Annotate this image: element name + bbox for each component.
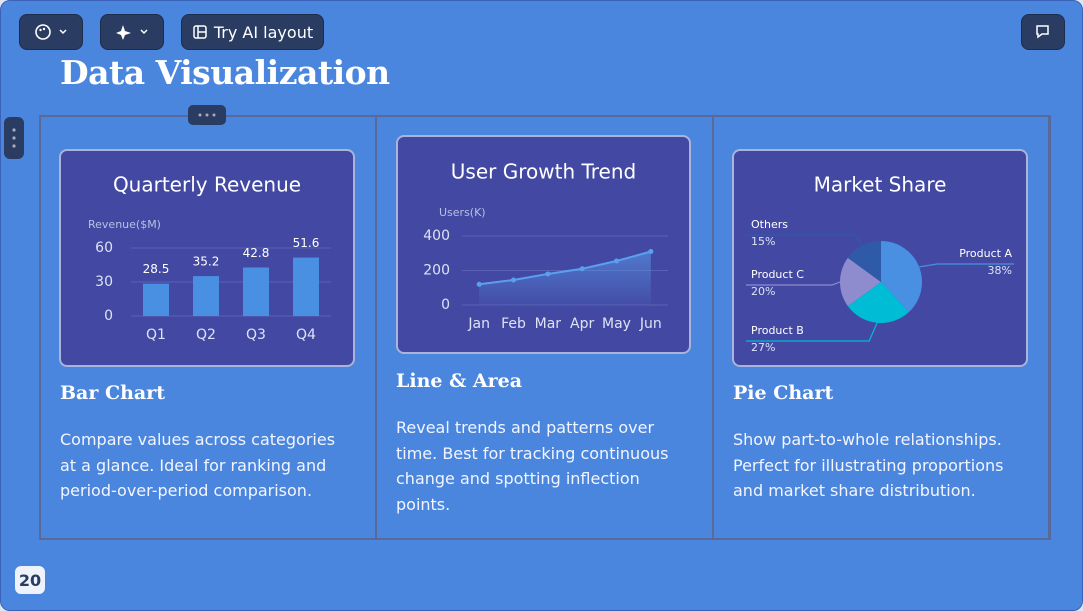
x-tick-label: Q4 xyxy=(296,327,316,343)
value-label: 35.2 xyxy=(193,255,220,269)
dots-icon xyxy=(12,128,16,148)
chart-card: Quarterly Revenue Revenue($M) 0 30 60 28.5 Q1 3… xyxy=(59,149,355,367)
chart-card: User Growth Trend Users(K) 0 200 400 Jan Feb Ma… xyxy=(396,135,691,354)
point xyxy=(614,258,619,264)
y-axis-label: Revenue($M) xyxy=(88,218,161,231)
x-tick-label: Q3 xyxy=(246,327,266,343)
slice-label: Product A xyxy=(959,247,1012,260)
x-tick-label: Jan xyxy=(467,316,490,332)
comment-icon xyxy=(1036,25,1049,39)
card-heading: Pie Chart xyxy=(733,382,834,404)
column-divider xyxy=(712,117,714,538)
value-label: 51.6 xyxy=(293,236,320,250)
slice-value: 38% xyxy=(988,264,1012,277)
point xyxy=(511,277,516,283)
bar xyxy=(243,267,269,316)
dots-icon xyxy=(198,113,216,117)
point xyxy=(648,249,654,255)
sparkle-icon xyxy=(116,25,131,40)
chevron-icon xyxy=(59,29,67,35)
value-label: 42.8 xyxy=(243,246,270,260)
palette-icon xyxy=(35,24,51,40)
leader-line xyxy=(746,281,841,286)
chart: Quarterly Revenue Revenue($M) 0 30 60 28.5 Q1 3… xyxy=(88,173,331,343)
comment-button[interactable] xyxy=(1021,14,1065,50)
line xyxy=(479,250,652,286)
x-tick-label: Apr xyxy=(570,316,594,332)
chart-card: Market Share Product A 38% Product B 27% Prod… xyxy=(732,149,1028,367)
x-tick-label: May xyxy=(602,316,631,332)
pie-slice xyxy=(847,241,881,282)
leader-line xyxy=(746,322,878,342)
chart: Market Share Product A 38% Product B 27% Prod… xyxy=(746,173,1014,354)
card-description: Reveal trends and patterns over time. Be… xyxy=(396,418,669,514)
y-tick-label: 60 xyxy=(95,240,113,256)
pie-slice xyxy=(840,257,881,307)
card-heading: Line & Area xyxy=(396,370,523,392)
value-label: 28.5 xyxy=(143,262,170,276)
y-tick-label: 400 xyxy=(423,228,450,244)
slice-label: Product B xyxy=(751,324,804,337)
leader-line xyxy=(746,234,863,246)
side-handle[interactable] xyxy=(4,117,24,159)
chart-title: Quarterly Revenue xyxy=(113,173,301,197)
y-tick-label: 200 xyxy=(423,263,450,279)
slice-value: 20% xyxy=(751,285,775,298)
x-tick-label: Q1 xyxy=(146,327,166,343)
card-description: Compare values across categories at a gl… xyxy=(60,430,336,500)
slice-value: 27% xyxy=(751,341,775,354)
chart-title: Market Share xyxy=(814,173,947,197)
layout-icon xyxy=(193,25,207,39)
y-tick-label: 0 xyxy=(104,308,113,324)
pie-slice xyxy=(881,241,922,312)
point xyxy=(579,266,585,272)
content-grid xyxy=(39,115,1051,540)
card-description: Show part-to-whole relationships. Perfec… xyxy=(733,430,1004,500)
point xyxy=(476,281,482,287)
theme-button[interactable] xyxy=(19,14,83,50)
bar xyxy=(193,276,219,316)
chart: User Growth Trend Users(K) 0 200 400 Jan Feb Ma… xyxy=(423,160,668,332)
card-heading: Bar Chart xyxy=(60,382,166,404)
slice-label: Product C xyxy=(751,268,804,281)
leader-line xyxy=(919,263,1014,268)
button-label: Try AI layout xyxy=(213,22,314,42)
y-tick-label: 0 xyxy=(441,297,450,313)
chevron-icon xyxy=(140,29,148,35)
ai-button[interactable] xyxy=(100,14,164,50)
bar xyxy=(293,257,319,316)
slide-title: Data Visualization xyxy=(60,53,390,92)
row-handle[interactable] xyxy=(188,105,226,125)
pie-slice xyxy=(847,282,910,323)
page-number: 20 xyxy=(15,566,45,594)
x-tick-label: Mar xyxy=(535,316,562,332)
y-tick-label: 30 xyxy=(95,274,113,290)
chart-title: User Growth Trend xyxy=(451,160,636,184)
point xyxy=(545,271,551,277)
slice-label: Others xyxy=(751,218,788,231)
column-divider xyxy=(375,117,377,538)
bar xyxy=(143,283,169,316)
area xyxy=(479,251,651,305)
slice-value: 15% xyxy=(751,235,775,248)
x-tick-label: Q2 xyxy=(196,327,216,343)
x-tick-label: Feb xyxy=(501,316,526,332)
x-tick-label: Jun xyxy=(639,316,662,332)
ai-layout-button[interactable]: Try AI layout xyxy=(181,14,324,50)
y-axis-label: Users(K) xyxy=(439,206,486,219)
